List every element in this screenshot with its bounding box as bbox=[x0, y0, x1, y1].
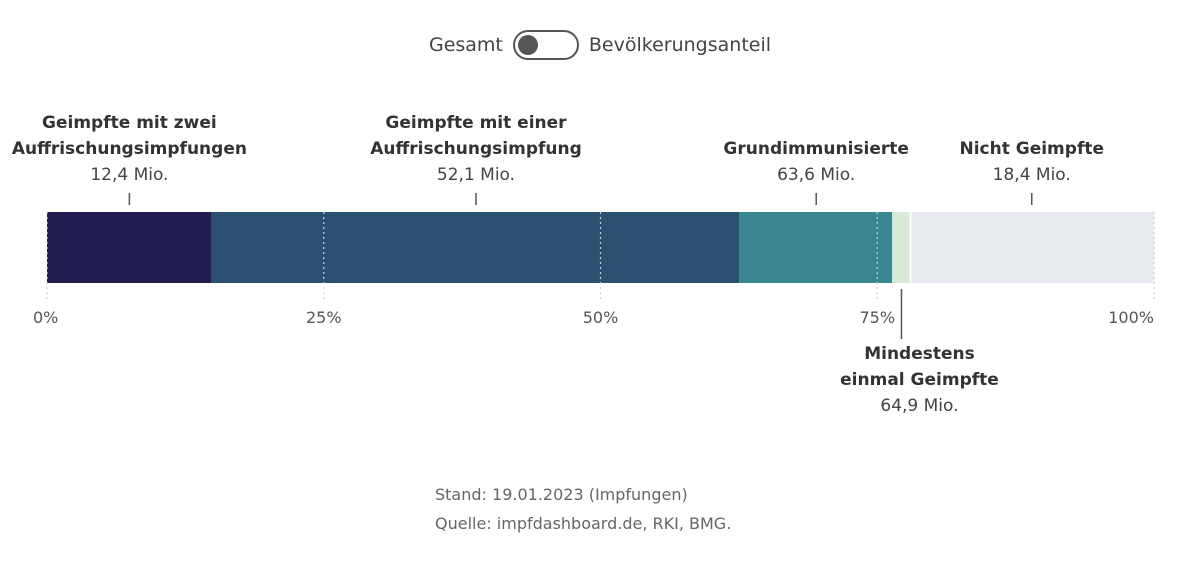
label-title: Geimpfte mit zwei bbox=[42, 113, 217, 133]
toggle-left-label[interactable]: Gesamt bbox=[428, 34, 503, 56]
x-tick-label: 0% bbox=[33, 308, 58, 327]
view-toggle: Gesamt Bevölkerungsanteil bbox=[0, 30, 1200, 60]
bar-segment bbox=[911, 212, 1154, 283]
segment-label: Nicht Geimpfte 18,4 Mio. bbox=[959, 136, 1104, 188]
toggle-knob bbox=[517, 35, 538, 55]
label-title-line2: Auffrischungsimpfung bbox=[370, 139, 582, 159]
label-title-line2: Auffrischungsimpfungen bbox=[11, 139, 247, 159]
label-value: 52,1 Mio. bbox=[436, 165, 516, 185]
x-tick-label: 75% bbox=[859, 308, 895, 327]
label-title: Mindestens bbox=[864, 344, 975, 364]
label-title: Nicht Geimpfte bbox=[959, 139, 1104, 159]
label-title: Geimpfte mit einer bbox=[385, 113, 567, 133]
footer: Stand: 19.01.2023 (Impfungen) Quelle: im… bbox=[435, 480, 731, 538]
segment-label: Geimpfte mit zwei Auffrischungsimpfungen 1… bbox=[12, 110, 247, 188]
segment-label: Grundimmunisierte 63,6 Mio. bbox=[723, 136, 909, 188]
label-title-line2: einmal Geimpfte bbox=[840, 370, 999, 390]
x-tick-label: 25% bbox=[306, 308, 342, 327]
label-value: 12,4 Mio. bbox=[90, 165, 169, 185]
label-value: 18,4 Mio. bbox=[992, 165, 1071, 185]
x-tick-label: 50% bbox=[583, 308, 619, 327]
label-value: 63,6 Mio. bbox=[777, 165, 856, 185]
bar-segment bbox=[47, 212, 212, 283]
bar-segment bbox=[211, 212, 740, 283]
toggle-right-label[interactable]: Bevölkerungsanteil bbox=[588, 34, 772, 56]
toggle-switch[interactable] bbox=[512, 30, 579, 60]
bar-segment bbox=[892, 212, 910, 283]
bar-segment bbox=[739, 212, 893, 283]
x-tick-label: 100% bbox=[1108, 308, 1154, 327]
source-text: Quelle: impfdashboard.de, RKI, BMG. bbox=[435, 514, 732, 533]
segment-label: Mindestens einmal Geimpfte 64,9 Mio. bbox=[840, 341, 999, 419]
label-value: 64,9 Mio. bbox=[880, 396, 959, 416]
stand-text: Stand: 19.01.2023 (Impfungen) bbox=[435, 485, 688, 504]
segment-label: Geimpfte mit einer Auffrischungsimpfung 52… bbox=[370, 110, 582, 188]
label-title: Grundimmunisierte bbox=[723, 139, 909, 159]
